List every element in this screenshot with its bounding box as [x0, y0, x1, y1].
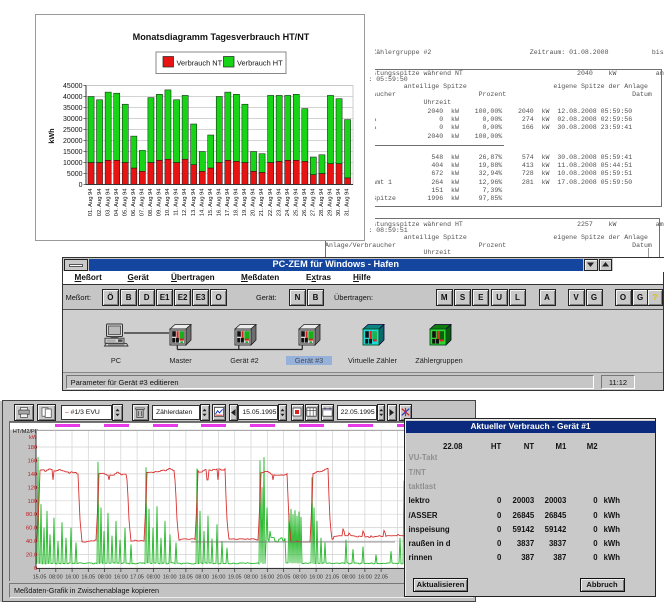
svg-text:Verbrauch HT: Verbrauch HT [237, 59, 283, 68]
svg-text:16:00: 16:00 [65, 575, 79, 581]
svg-text:04. Aug 94: 04. Aug 94 [114, 188, 120, 216]
svg-text:05. Aug 94: 05. Aug 94 [122, 188, 128, 216]
svg-text:80.0: 80.0 [26, 512, 38, 518]
svg-text:5000: 5000 [67, 171, 83, 178]
svg-text:08:00: 08:00 [147, 575, 161, 581]
svg-text:21. Aug 94: 21. Aug 94 [259, 188, 265, 216]
svg-text:15000: 15000 [63, 149, 83, 156]
svg-text:30000: 30000 [63, 116, 83, 123]
svg-text:13. Aug 94: 13. Aug 94 [191, 188, 197, 216]
svg-text:0: 0 [34, 566, 38, 572]
svg-text:11. Aug 94: 11. Aug 94 [174, 188, 180, 216]
svg-text:16.05: 16.05 [81, 575, 95, 581]
svg-text:40000: 40000 [63, 94, 83, 101]
svg-text:08:00: 08:00 [49, 575, 63, 581]
svg-text:35000: 35000 [63, 105, 83, 112]
svg-text:21.05: 21.05 [325, 575, 339, 581]
svg-text:08:00: 08:00 [98, 575, 112, 581]
svg-text:10. Aug 94: 10. Aug 94 [165, 188, 171, 216]
svg-text:31. Aug 94: 31. Aug 94 [345, 188, 351, 216]
svg-text:16:00: 16:00 [309, 575, 323, 581]
svg-text:19.05: 19.05 [228, 575, 242, 581]
svg-text:08:00: 08:00 [244, 575, 258, 581]
svg-text:18. Aug 94: 18. Aug 94 [234, 188, 240, 216]
svg-text:08. Aug 94: 08. Aug 94 [148, 188, 154, 216]
svg-text:20.0: 20.0 [26, 553, 38, 559]
svg-text:160: 160 [27, 458, 38, 464]
svg-text:07. Aug 94: 07. Aug 94 [140, 188, 146, 216]
svg-text:25. Aug 94: 25. Aug 94 [293, 188, 299, 216]
svg-text:09. Aug 94: 09. Aug 94 [157, 188, 163, 216]
svg-text:45000: 45000 [63, 83, 83, 90]
svg-text:27. Aug 94: 27. Aug 94 [311, 188, 317, 216]
svg-text:28. Aug 94: 28. Aug 94 [319, 188, 325, 216]
svg-text:Verbrauch NT: Verbrauch NT [177, 59, 223, 68]
svg-text:16:00: 16:00 [358, 575, 372, 581]
svg-text:18.05: 18.05 [179, 575, 193, 581]
svg-text:01. Aug 94: 01. Aug 94 [88, 188, 94, 216]
svg-text:40.0: 40.0 [26, 539, 38, 545]
svg-text:180: 180 [27, 445, 38, 451]
svg-text:16. Aug 94: 16. Aug 94 [216, 188, 222, 216]
svg-text:17. Aug 94: 17. Aug 94 [225, 188, 231, 216]
svg-text:140: 140 [27, 472, 38, 478]
svg-text:24. Aug 94: 24. Aug 94 [285, 188, 291, 216]
svg-text:17.05: 17.05 [130, 575, 144, 581]
svg-text:0: 0 [79, 182, 83, 189]
svg-text:26. Aug 94: 26. Aug 94 [302, 188, 308, 216]
svg-text:Monatsdiagramm Tagesverbrauch: Monatsdiagramm Tagesverbrauch HT/NT [133, 32, 310, 42]
svg-text:30. Aug 94: 30. Aug 94 [336, 188, 342, 216]
svg-text:20. Aug 94: 20. Aug 94 [251, 188, 257, 216]
svg-text:kWh: kWh [47, 128, 56, 143]
svg-text:20.05: 20.05 [277, 575, 291, 581]
svg-text:15.05: 15.05 [33, 575, 47, 581]
svg-text:12. Aug 94: 12. Aug 94 [182, 188, 188, 216]
svg-text:16:00: 16:00 [114, 575, 128, 581]
svg-text:25000: 25000 [63, 127, 83, 134]
svg-text:60.0: 60.0 [26, 526, 38, 532]
svg-text:08:00: 08:00 [195, 575, 209, 581]
svg-text:16:00: 16:00 [260, 575, 274, 581]
svg-text:29. Aug 94: 29. Aug 94 [328, 188, 334, 216]
svg-text:14. Aug 94: 14. Aug 94 [199, 188, 205, 216]
svg-text:20000: 20000 [63, 138, 83, 145]
svg-text:06. Aug 94: 06. Aug 94 [131, 188, 137, 216]
svg-text:08:00: 08:00 [342, 575, 356, 581]
svg-text:10000: 10000 [63, 160, 83, 167]
svg-text:08:00: 08:00 [293, 575, 307, 581]
svg-text:15. Aug 94: 15. Aug 94 [208, 188, 214, 216]
svg-text:03. Aug 94: 03. Aug 94 [105, 188, 111, 216]
svg-text:16:00: 16:00 [163, 575, 177, 581]
svg-text:02. Aug 94: 02. Aug 94 [97, 188, 103, 216]
svg-text:23. Aug 94: 23. Aug 94 [276, 188, 282, 216]
svg-text:22. Aug 94: 22. Aug 94 [268, 188, 274, 216]
svg-text:120: 120 [27, 485, 38, 491]
svg-text:19. Aug 94: 19. Aug 94 [242, 188, 248, 216]
svg-text:22.05: 22.05 [374, 575, 388, 581]
svg-text:16:00: 16:00 [212, 575, 226, 581]
svg-text:100: 100 [27, 499, 38, 505]
